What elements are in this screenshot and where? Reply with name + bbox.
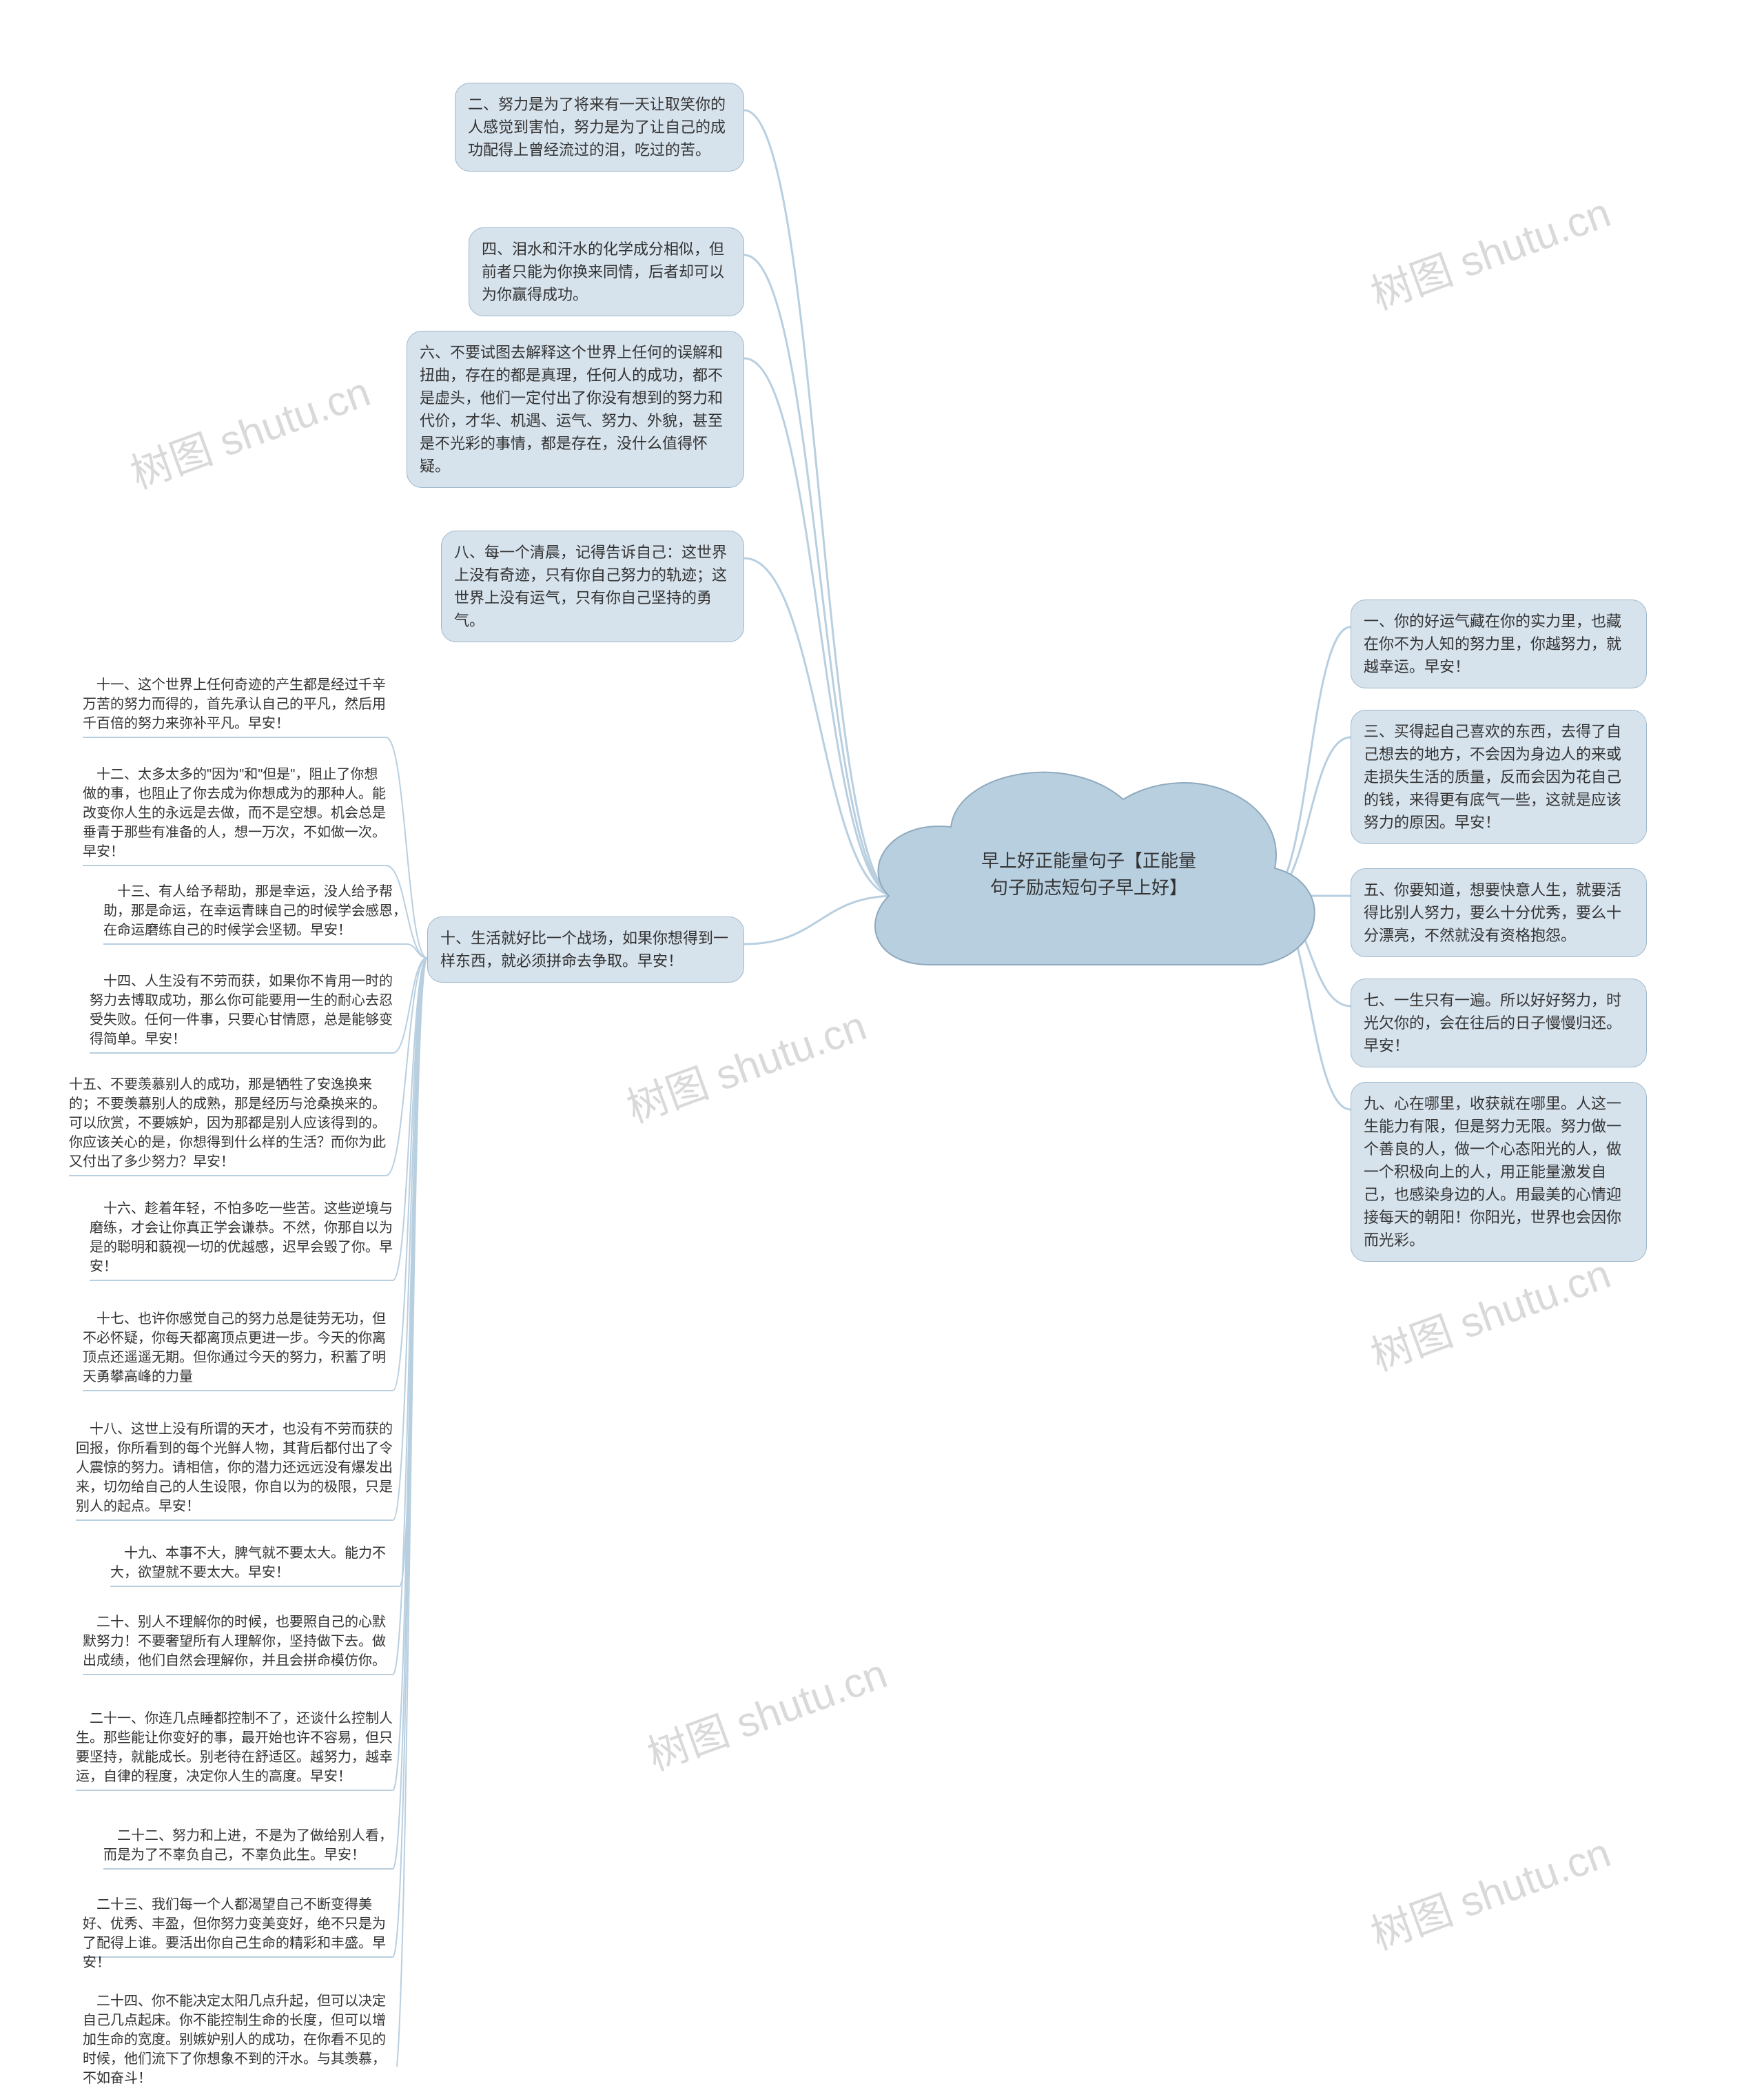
node-r3: 三、买得起自己喜欢的东西，去得了自己想去的地方，不会因为身边人的来或走损失生活的…: [1351, 710, 1647, 844]
node-l4: 四、泪水和汗水的化学成分相似，但前者只能为你换来同情，后者却可以为你赢得成功。: [469, 227, 744, 316]
subnode-s15: 十五、不要羡慕别人的成功，那是牺牲了安逸换来的；不要羡慕别人的成熟，那是经历与沧…: [69, 1075, 386, 1171]
subnode-s13: 十三、有人给予帮助，那是幸运，没人给予帮助，那是命运，在幸运青睐自己的时候学会感…: [103, 882, 407, 940]
node-l6: 六、不要试图去解释这个世界上任何的误解和扭曲，存在的都是真理，任何人的成功，都不…: [407, 331, 744, 488]
subnode-s16: 十六、趁着年轻，不怕多吃一些苦。这些逆境与磨练，才会让你真正学会谦恭。不然，你那…: [90, 1199, 393, 1276]
subnode-s19: 十九、本事不大，脾气就不要太大。能力不大，欲望就不要太大。早安！: [110, 1544, 400, 1582]
subnode-s12: 十二、太多太多的"因为"和"但是"，阻止了你想做的事，也阻止了你去成为你想成为的…: [83, 765, 386, 861]
subnode-s20: 二十、别人不理解你的时候，也要照自己的心默默努力！不要奢望所有人理解你，坚持做下…: [83, 1613, 393, 1670]
subnode-s24: 二十四、你不能决定太阳几点升起，但可以决定自己几点起床。你不能控制生命的长度，但…: [83, 1992, 393, 2088]
subnode-s17: 十七、也许你感觉自己的努力总是徒劳无功，但不必怀疑，你每天都离顶点更进一步。今天…: [83, 1309, 393, 1386]
center-label: 早上好正能量句子【正能量句子励志短句子早上好】: [978, 848, 1199, 901]
node-l10: 十、生活就好比一个战场，如果你想得到一样东西，就必须拼命去争取。早安！: [427, 917, 744, 983]
subnode-s21: 二十一、你连几点睡都控制不了，还谈什么控制人生。那些能让你变好的事，最开始也许不…: [76, 1709, 393, 1786]
node-r5: 五、你要知道，想要快意人生，就要活得比别人努力，要么十分优秀，要么十分漂亮，不然…: [1351, 868, 1647, 957]
node-r1: 一、你的好运气藏在你的实力里，也藏在你不为人知的努力里，你越努力，就越幸运。早安…: [1351, 600, 1647, 688]
subnode-s14: 十四、人生没有不劳而获，如果你不肯用一时的努力去博取成功，那么你可能要用一生的耐…: [90, 972, 393, 1049]
node-r7: 七、一生只有一遍。所以好好努力，时光欠你的，会在往后的日子慢慢归还。早安！: [1351, 979, 1647, 1067]
subnode-s23: 二十三、我们每一个人都渴望自己不断变得美好、优秀、丰盈，但你努力变美变好，绝不只…: [83, 1895, 393, 1972]
subnode-s22: 二十二、努力和上进，不是为了做给别人看，而是为了不辜负自己，不辜负此生。早安！: [103, 1826, 393, 1865]
node-l8: 八、每一个清晨，记得告诉自己：这世界上没有奇迹，只有你自己努力的轨迹；这世界上没…: [441, 531, 744, 642]
subnode-s18: 十八、这世上没有所谓的天才，也没有不劳而获的回报，你所看到的每个光鲜人物，其背后…: [76, 1420, 393, 1516]
node-l2: 二、努力是为了将来有一天让取笑你的人感觉到害怕，努力是为了让自己的成功配得上曾经…: [455, 83, 744, 172]
subnode-s11: 十一、这个世界上任何奇迹的产生都是经过千辛万苦的努力而得的，首先承认自己的平凡，…: [83, 675, 386, 733]
node-r9: 九、心在哪里，收获就在哪里。人这一生能力有限，但是努力无限。努力做一个善良的人，…: [1351, 1082, 1647, 1262]
